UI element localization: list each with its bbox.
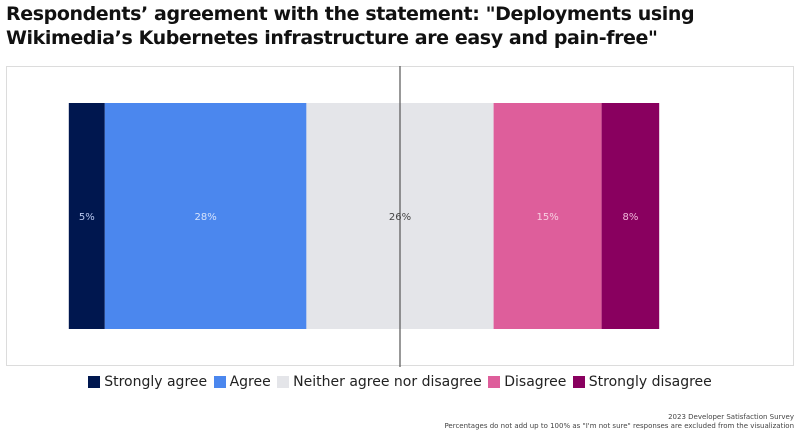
bar-agree: [104, 103, 307, 329]
bar-strongly-disagree: [601, 103, 660, 329]
footnote: 2023 Developer Satisfaction Survey Perce…: [444, 413, 794, 431]
footnote-note: Percentages do not add up to 100% as "I'…: [444, 422, 794, 430]
legend-item-strongly-agree: Strongly agree: [88, 374, 207, 390]
legend-item-strongly-disagree: Strongly disagree: [572, 374, 712, 390]
legend-item-disagree: Disagree: [488, 374, 566, 390]
data-label-strongly-disagree: 8%: [622, 212, 638, 223]
legend-label: Strongly disagree: [588, 374, 712, 390]
legend-label: Strongly agree: [104, 374, 208, 390]
legend-label: Neither agree nor disagree: [293, 374, 482, 390]
bar-strongly-agree: [68, 103, 105, 329]
chart-title: Respondents’ agreement with the statemen…: [6, 3, 695, 49]
legend-label: Disagree: [504, 374, 567, 390]
legend-swatch: [488, 376, 501, 388]
bar-group: [68, 103, 660, 329]
legend-swatch: [277, 376, 290, 388]
label-group: 5% 28% 26% 15% 8%: [79, 212, 638, 223]
legend-label: Agree: [229, 374, 271, 390]
legend-swatch: [88, 376, 101, 388]
bar-disagree: [493, 103, 602, 329]
data-label-agree: 28%: [194, 212, 216, 223]
data-label-neither-agree-nor-disagree: 26%: [389, 212, 411, 223]
legend: Strongly agree Agree Neither agree nor d…: [0, 374, 800, 392]
legend-item-neither-agree-nor-disagree: Neither agree nor disagree: [277, 374, 482, 390]
data-label-strongly-agree: 5%: [79, 212, 95, 223]
legend-item-agree: Agree: [213, 374, 271, 390]
legend-swatch: [213, 376, 226, 388]
data-label-disagree: 15%: [536, 212, 558, 223]
footnote-source: 2023 Developer Satisfaction Survey: [668, 413, 794, 421]
legend-swatch: [572, 376, 585, 388]
